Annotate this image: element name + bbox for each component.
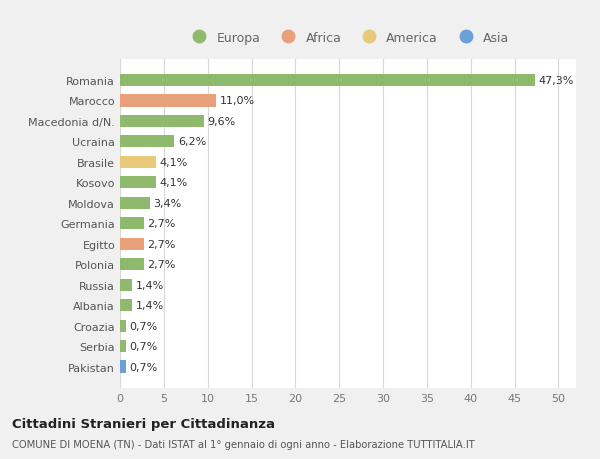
Bar (120, 157, 156, 168)
Bar (120, 299, 132, 312)
Bar (120, 279, 132, 291)
Text: 2,7%: 2,7% (147, 219, 176, 229)
Bar (120, 197, 150, 209)
Text: 0,7%: 0,7% (130, 321, 158, 331)
Text: 9,6%: 9,6% (208, 117, 236, 127)
Text: 2,7%: 2,7% (147, 239, 176, 249)
Text: 2,7%: 2,7% (147, 260, 176, 269)
Text: 1,4%: 1,4% (136, 280, 164, 290)
Text: 47,3%: 47,3% (538, 76, 574, 86)
Bar (120, 136, 175, 148)
Text: 4,1%: 4,1% (160, 178, 188, 188)
Bar (120, 177, 156, 189)
Text: 0,7%: 0,7% (130, 362, 158, 372)
Bar (120, 74, 535, 87)
Bar (120, 95, 217, 107)
Bar (120, 218, 143, 230)
Bar (120, 320, 126, 332)
Bar (120, 361, 126, 373)
Legend: Europa, Africa, America, Asia: Europa, Africa, America, Asia (182, 27, 514, 50)
Bar (120, 116, 204, 128)
Text: 4,1%: 4,1% (160, 157, 188, 168)
Text: 6,2%: 6,2% (178, 137, 206, 147)
Text: COMUNE DI MOENA (TN) - Dati ISTAT al 1° gennaio di ogni anno - Elaborazione TUTT: COMUNE DI MOENA (TN) - Dati ISTAT al 1° … (12, 440, 475, 449)
Text: 1,4%: 1,4% (136, 301, 164, 310)
Text: 11,0%: 11,0% (220, 96, 255, 106)
Text: 3,4%: 3,4% (154, 198, 182, 208)
Bar (120, 258, 143, 271)
Text: Cittadini Stranieri per Cittadinanza: Cittadini Stranieri per Cittadinanza (12, 417, 275, 430)
Text: 0,7%: 0,7% (130, 341, 158, 351)
Bar (120, 238, 143, 250)
Bar (120, 340, 126, 353)
